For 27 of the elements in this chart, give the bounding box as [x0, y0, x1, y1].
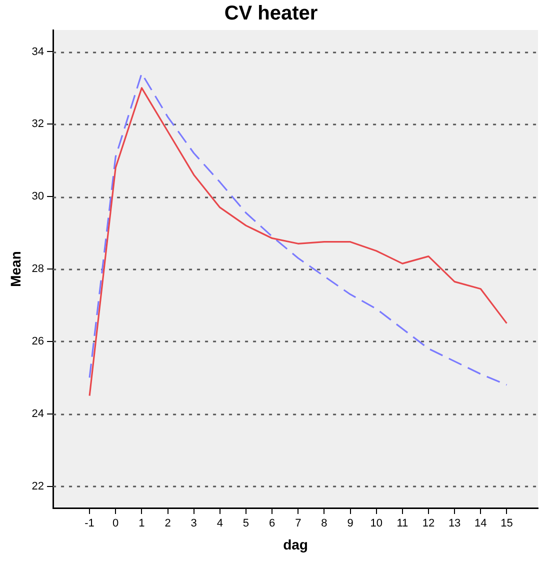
- x-axis-title: dag: [283, 536, 308, 552]
- x-tick-label: 2: [164, 518, 171, 530]
- x-tick-label: 0: [112, 518, 119, 530]
- x-tick-label: 3: [190, 518, 197, 530]
- y-tick-label: 34: [32, 46, 44, 58]
- x-tick-label: 11: [396, 518, 408, 530]
- y-tick-label: 32: [32, 118, 44, 130]
- y-tick-label: 26: [32, 335, 44, 348]
- x-tick-label: -1: [84, 518, 94, 530]
- chart-title: CV heater: [224, 2, 318, 25]
- y-tick-label: 28: [32, 263, 44, 276]
- x-tick-label: 13: [448, 518, 461, 530]
- x-tick-label: 6: [268, 518, 276, 530]
- x-tick-label: 7: [295, 518, 302, 530]
- x-tick-label: 14: [474, 518, 487, 530]
- y-tick-label: 30: [32, 190, 44, 203]
- y-tick-label: 22: [32, 480, 44, 492]
- x-tick-label: 12: [422, 518, 435, 530]
- x-tick-label: 9: [347, 518, 354, 530]
- x-tick-label: 5: [242, 518, 250, 530]
- x-tick-label: 1: [138, 518, 145, 530]
- x-tick-label: 15: [500, 518, 513, 530]
- x-tick-label: 4: [216, 518, 223, 530]
- y-axis-title: Mean: [7, 251, 24, 287]
- x-tick-label: 10: [370, 518, 382, 530]
- y-tick-label: 24: [32, 408, 44, 420]
- x-tick-label: 8: [321, 518, 328, 530]
